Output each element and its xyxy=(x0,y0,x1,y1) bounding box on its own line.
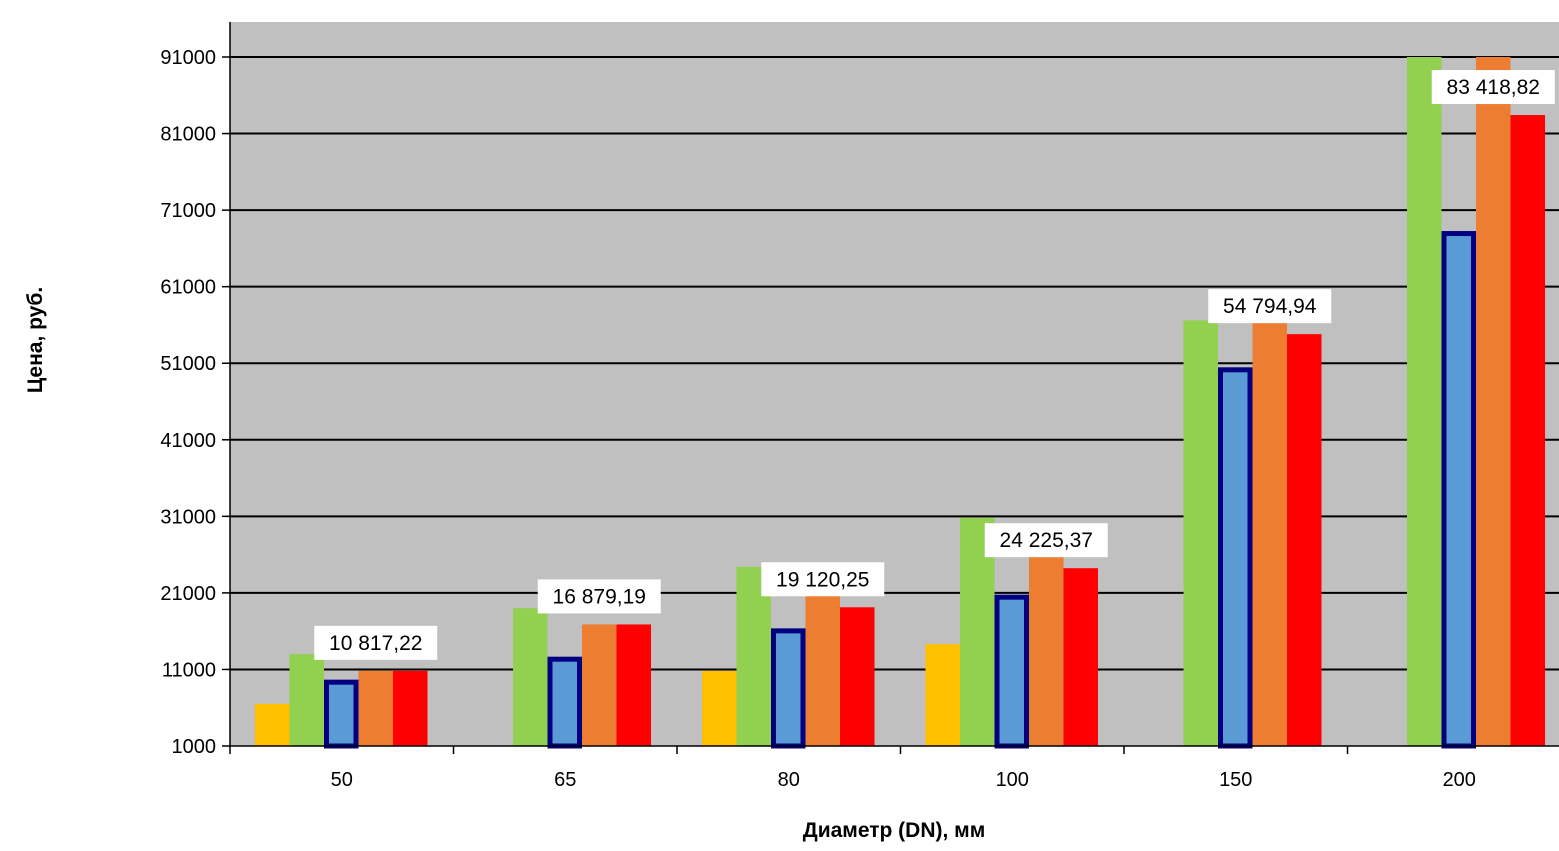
bar xyxy=(1183,320,1218,746)
bar xyxy=(582,624,617,746)
y-tick-label: 81000 xyxy=(160,124,216,146)
axes xyxy=(229,22,1559,747)
data-labels: 10 817,22 16 879,19 19 120,25 24 225,37 54 7… xyxy=(314,70,1555,660)
y-tick-label: 71000 xyxy=(160,200,216,222)
data-label: 54 794,94 xyxy=(1223,295,1317,318)
y-tick-label: 21000 xyxy=(160,583,216,605)
y-tick-label: 61000 xyxy=(160,277,216,299)
bar xyxy=(1252,320,1287,746)
x-axis-title: Диаметр (DN), мм xyxy=(803,819,986,842)
bar xyxy=(255,703,290,746)
bar xyxy=(771,628,806,749)
bar xyxy=(1510,115,1545,746)
bar xyxy=(840,607,875,746)
bar xyxy=(289,654,324,746)
bar xyxy=(324,679,359,749)
bar xyxy=(1476,57,1511,746)
y-tick-label: 91000 xyxy=(160,47,216,69)
data-label: 10 817,22 xyxy=(329,632,422,655)
bar xyxy=(736,566,771,746)
bar xyxy=(1063,568,1098,746)
y-tick-label: 51000 xyxy=(160,353,216,375)
x-tick-label: 200 xyxy=(1443,769,1476,791)
data-label: 83 418,82 xyxy=(1447,76,1540,99)
bar xyxy=(1441,231,1476,749)
bar xyxy=(1287,334,1322,746)
data-label-box xyxy=(984,523,1108,558)
y-axis-title: Цена, руб. xyxy=(24,287,47,393)
bar xyxy=(994,594,1029,749)
bar xyxy=(616,624,651,746)
data-label: 19 120,25 xyxy=(776,568,869,591)
bar xyxy=(702,670,737,746)
bar xyxy=(1218,367,1253,749)
bars xyxy=(255,57,1545,749)
x-tick-label: 65 xyxy=(554,769,576,791)
bar xyxy=(547,656,582,749)
y-tick-label: 31000 xyxy=(160,506,216,528)
x-tick-label: 50 xyxy=(331,769,353,791)
plot-area xyxy=(230,22,1559,746)
bar xyxy=(925,644,960,746)
bar xyxy=(1029,546,1064,746)
y-tick-label: 11000 xyxy=(162,659,216,681)
bar xyxy=(513,608,548,746)
x-tick-label: 100 xyxy=(996,769,1029,791)
y-tick-label: 41000 xyxy=(160,430,216,452)
x-tick-label: 150 xyxy=(1219,769,1252,791)
data-label-box xyxy=(537,579,661,614)
plot-background xyxy=(230,22,1559,746)
data-label-box xyxy=(761,562,885,597)
data-label-box xyxy=(314,625,438,660)
data-label: 16 879,19 xyxy=(553,585,646,608)
bar xyxy=(1407,57,1442,746)
bar xyxy=(358,670,393,746)
bar xyxy=(805,593,840,746)
data-label-box xyxy=(1208,289,1332,324)
bar xyxy=(393,670,428,746)
gridlines xyxy=(230,56,1559,671)
ticks: 1000 11000 21000 31000 41000 51000 61000 71000 8… xyxy=(160,47,1476,791)
data-label: 24 225,37 xyxy=(1000,529,1093,552)
x-tick-label: 80 xyxy=(778,769,800,791)
y-tick-label: 1000 xyxy=(172,736,217,758)
data-label-box xyxy=(1431,70,1555,105)
